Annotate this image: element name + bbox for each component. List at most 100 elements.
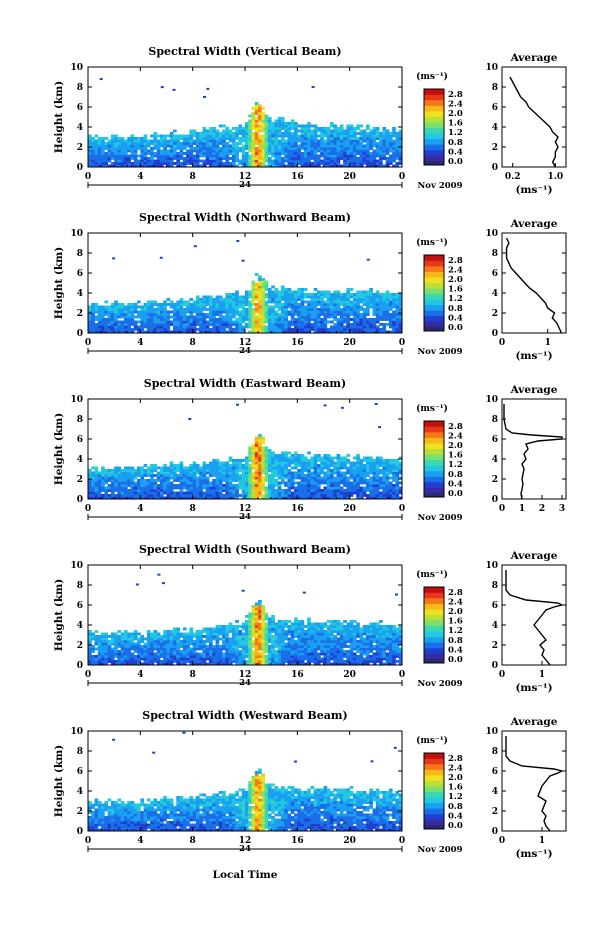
heatmap-cell bbox=[352, 298, 357, 301]
heatmap-cell bbox=[241, 162, 246, 165]
heatmap-cell bbox=[169, 647, 174, 651]
heatmap-cell bbox=[388, 464, 393, 467]
heatmap-cell bbox=[228, 293, 233, 296]
heatmap-cell bbox=[169, 162, 174, 165]
heatmap-cell bbox=[159, 142, 164, 145]
heatmap-cell bbox=[346, 162, 351, 165]
heatmap-cell bbox=[212, 330, 216, 334]
heatmap-cell bbox=[97, 320, 102, 324]
heatmap-cell bbox=[114, 655, 118, 658]
heatmap-cell bbox=[123, 652, 128, 656]
heatmap-cell bbox=[248, 318, 252, 321]
heatmap-cell bbox=[94, 476, 99, 480]
date-label: Nov 2009 bbox=[418, 347, 463, 357]
heatmap-cell bbox=[316, 328, 321, 331]
heatmap-cell bbox=[101, 149, 105, 153]
heatmap-cell bbox=[110, 652, 115, 656]
heatmap-cell bbox=[88, 149, 92, 153]
heatmap-cell bbox=[97, 481, 102, 485]
colorbar-swatch bbox=[424, 459, 444, 466]
heatmap-cell bbox=[235, 479, 239, 482]
panel-title: Spectral Width (Vertical Beam) bbox=[148, 45, 341, 58]
heatmap-cell bbox=[294, 323, 298, 326]
heatmap-cell bbox=[104, 157, 109, 160]
heatmap-cell bbox=[382, 147, 387, 150]
heatmap-cell bbox=[290, 310, 295, 314]
heatmap-cell bbox=[150, 310, 154, 314]
heatmap-cell bbox=[245, 308, 249, 311]
heatmap-cell bbox=[127, 642, 131, 646]
heatmap-cell bbox=[166, 320, 171, 324]
heatmap-cell bbox=[146, 300, 151, 304]
heatmap-cell bbox=[94, 662, 99, 666]
heatmap-cell bbox=[277, 124, 282, 128]
heatmap-cell bbox=[290, 459, 295, 462]
colorbar-swatch bbox=[424, 470, 444, 477]
heatmap-cell bbox=[199, 491, 203, 495]
heatmap-cell bbox=[202, 298, 207, 301]
heatmap-cell bbox=[346, 461, 351, 465]
heatmap-cell bbox=[140, 137, 144, 140]
heatmap-cell bbox=[150, 313, 154, 316]
heatmap-cell bbox=[193, 245, 197, 248]
heatmap-cell bbox=[228, 295, 233, 299]
heatmap-cell bbox=[97, 305, 102, 309]
heatmap-cell bbox=[267, 489, 272, 492]
heatmap-cell bbox=[310, 459, 315, 462]
heatmap-cell bbox=[320, 466, 324, 470]
heatmap-cell bbox=[206, 87, 210, 90]
heatmap-cell bbox=[169, 484, 174, 487]
heatmap-cell bbox=[104, 632, 109, 636]
heatmap-cell bbox=[137, 305, 141, 309]
heatmap-cell bbox=[374, 402, 378, 405]
heatmap-cell bbox=[166, 298, 171, 301]
avg-y-tick-label: 8 bbox=[492, 249, 498, 259]
heatmap-cell bbox=[245, 298, 249, 301]
heatmap-cell bbox=[94, 142, 99, 145]
heatmap-cell bbox=[267, 476, 272, 480]
heatmap-cell bbox=[150, 481, 154, 485]
heatmap-cell bbox=[192, 149, 197, 153]
heatmap-cell bbox=[150, 315, 154, 319]
heatmap-cell bbox=[127, 303, 131, 306]
heatmap-cell bbox=[143, 315, 148, 319]
heatmap-cell bbox=[133, 650, 138, 653]
heatmap-cell bbox=[238, 295, 243, 299]
heatmap-cell bbox=[264, 310, 269, 314]
heatmap-cell bbox=[225, 152, 230, 155]
heatmap-cell bbox=[310, 162, 315, 165]
heatmap-cell bbox=[258, 436, 262, 440]
heatmap-cell bbox=[251, 454, 256, 457]
heatmap-cell bbox=[199, 139, 203, 143]
heatmap-cell bbox=[163, 642, 167, 646]
average-title: Average bbox=[510, 52, 558, 64]
heatmap-cell bbox=[382, 496, 387, 500]
heatmap-cell bbox=[212, 486, 216, 490]
heatmap-cell bbox=[313, 466, 318, 470]
heatmap-cell bbox=[316, 464, 321, 467]
heatmap-cell bbox=[94, 494, 99, 497]
heatmap-cell bbox=[343, 456, 347, 460]
heatmap-cell bbox=[392, 486, 396, 490]
heatmap-cell bbox=[382, 142, 387, 145]
heatmap-cell bbox=[101, 647, 105, 651]
heatmap-cell bbox=[212, 489, 216, 492]
heatmap-cell bbox=[137, 655, 141, 658]
heatmap-cell bbox=[166, 652, 171, 656]
heatmap-cell bbox=[294, 310, 298, 314]
heatmap-cell bbox=[382, 152, 387, 155]
heatmap-cell bbox=[140, 159, 144, 163]
heatmap-cell bbox=[297, 147, 301, 150]
heatmap-cell bbox=[192, 632, 197, 636]
heatmap-cell bbox=[120, 144, 125, 148]
heatmap-cell bbox=[307, 134, 311, 138]
heatmap-cell bbox=[366, 298, 370, 301]
heatmap-cell bbox=[372, 330, 377, 334]
heatmap-cell bbox=[202, 164, 207, 168]
heatmap-cell bbox=[107, 330, 112, 334]
heatmap-cell bbox=[372, 318, 377, 321]
heatmap-cell bbox=[137, 313, 141, 316]
heatmap-cell bbox=[222, 149, 226, 153]
heatmap-cell bbox=[375, 484, 380, 487]
heatmap-cell bbox=[398, 481, 403, 485]
